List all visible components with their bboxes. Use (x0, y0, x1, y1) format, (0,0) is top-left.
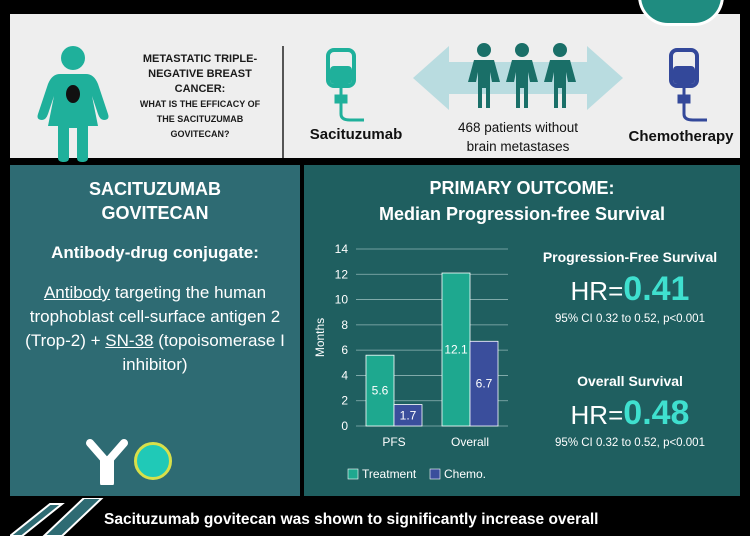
y-tick-label: 14 (335, 242, 349, 256)
bar (441, 272, 471, 427)
journal-badge (638, 0, 724, 26)
pfs-confidence-interval: 95% CI 0.32 to 0.52, p<0.001 (555, 313, 705, 325)
arm-chemotherapy-label: Chemotherapy (628, 128, 734, 145)
question-line: METASTATIC TRIPLE- (142, 53, 258, 65)
patient-woman-icon (37, 46, 109, 162)
legend-swatch (429, 468, 441, 480)
bar-value-label: 1.7 (400, 408, 417, 422)
arm-sacituzumab-label: Sacituzumab (309, 126, 403, 143)
bar (469, 340, 499, 427)
outcome-title: PRIMARY OUTCOME: Median Progression-free… (304, 175, 740, 227)
hr-label: HR= (570, 400, 624, 430)
chevron-arrows-icon (10, 498, 104, 536)
header-divider (282, 46, 284, 158)
pfs-stat-title: Progression-Free Survival (542, 249, 718, 265)
question-line: WHAT IS THE EFFICACY OF (139, 99, 261, 109)
bar (393, 404, 423, 427)
y-axis-label: Months (313, 318, 327, 357)
sn38-term: SN-38 (105, 331, 154, 350)
outcome-title-line: PRIMARY OUTCOME: (429, 178, 615, 198)
drug-description: Antibody targeting the human trophoblast… (22, 281, 288, 377)
drug-title-line: GOVITECAN (101, 203, 209, 223)
antibody-term: Antibody (43, 283, 111, 302)
legend-label: Treatment (362, 467, 417, 481)
drug-class: Antibody-drug conjugate: (51, 243, 259, 262)
drug-payload-icon (134, 442, 172, 480)
bar-value-label: 6.7 (476, 377, 493, 391)
bar-value-label: 5.6 (372, 384, 389, 398)
study-question: METASTATIC TRIPLE- NEGATIVE BREAST CANCE… (126, 52, 274, 142)
os-stat-title: Overall Survival (577, 373, 683, 389)
antibody-icon (86, 439, 128, 485)
question-line: THE SACITUZUMAB (156, 114, 244, 124)
outcome-title-line: Median Progression-free Survival (378, 204, 666, 224)
x-tick-label: PFS (382, 435, 405, 449)
hr-value: 0.48 (623, 394, 690, 432)
y-tick-label: 10 (335, 293, 349, 307)
pfs-bar-chart: 0 2 4 6 8 10 12 14 Months 5.6 1.7 PFS 12.1 6.7 Overall… (313, 242, 508, 481)
drug-title: SACITUZUMAB GOVITECAN (10, 177, 300, 225)
pfs-stat: Progression-Free Survival HR=0.41 95% CI… (524, 249, 736, 325)
os-stat: Overall Survival HR=0.48 95% CI 0.32 to … (524, 373, 736, 449)
study-header: METASTATIC TRIPLE- NEGATIVE BREAST CANCE… (10, 0, 740, 162)
top-band (0, 0, 750, 8)
conclusion-text: Sacituzumab govitecan was shown to signi… (104, 511, 599, 528)
hr-value: 0.41 (623, 270, 690, 308)
legend-swatch (347, 468, 359, 480)
question-line: CANCER: (174, 83, 226, 95)
pfs-hazard-ratio: HR=0.41 (524, 269, 736, 309)
y-tick-label: 12 (335, 267, 349, 281)
iv-bag-icon (669, 48, 707, 122)
iv-bag-icon (326, 48, 364, 122)
y-tick-label: 2 (341, 394, 348, 408)
legend-label: Chemo. (444, 467, 486, 481)
y-tick-label: 8 (341, 318, 348, 332)
patients-line: 468 patients without (457, 120, 579, 135)
desc-text: targeting the human trophoblast cell-sur… (25, 283, 281, 350)
question-line: NEGATIVE BREAST (148, 68, 252, 80)
x-tick-label: Overall (451, 435, 489, 449)
os-confidence-interval: 95% CI 0.32 to 0.52, p<0.001 (555, 437, 705, 449)
hr-label: HR= (570, 276, 624, 306)
bar-value-label: 12.1 (444, 343, 468, 357)
os-hazard-ratio: HR=0.48 (524, 393, 736, 433)
question-line: GOVITECAN? (170, 129, 230, 139)
y-tick-label: 4 (341, 368, 348, 382)
bar (365, 354, 395, 427)
patient-count-text: 468 patients without brain metastases (428, 118, 608, 156)
y-tick-label: 6 (341, 343, 348, 357)
y-tick-label: 0 (341, 419, 348, 433)
conclusion-bar (0, 496, 750, 536)
patients-group-icon (468, 43, 576, 108)
outcome-panel: PRIMARY OUTCOME: Median Progression-free… (304, 165, 740, 496)
drug-info-panel: SACITUZUMAB GOVITECAN Antibody-drug conj… (10, 165, 300, 496)
drug-title-line: SACITUZUMAB (89, 179, 221, 199)
desc-text: (topoisomerase I inhibitor) (122, 331, 285, 374)
patients-line: brain metastases (466, 139, 570, 154)
